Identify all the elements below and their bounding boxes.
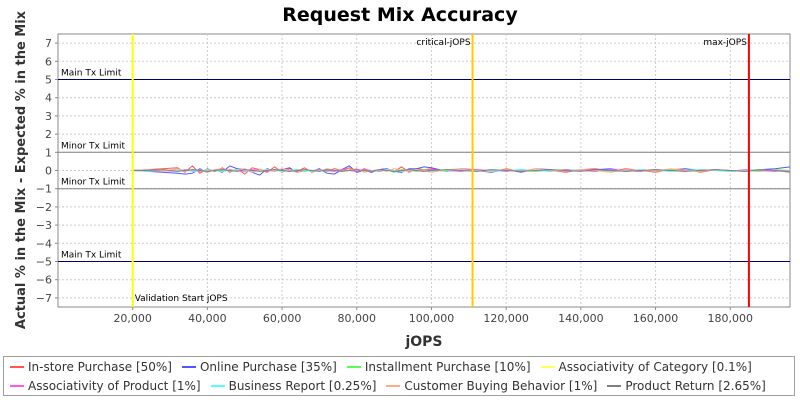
legend-row: In-store Purchase [50%] Online Purchase [… <box>4 357 794 376</box>
legend-item: Installment Purchase [10%] <box>346 359 531 374</box>
legend-swatch <box>607 384 622 387</box>
legend-label: Customer Buying Behavior [1%] <box>404 378 598 393</box>
marker-label: max-jOPS <box>703 38 747 48</box>
y-tick-label: −4 <box>36 237 52 250</box>
y-tick-label: −6 <box>36 274 52 287</box>
legend-swatch <box>181 365 196 368</box>
x-tick-label: 80,000 <box>338 312 377 325</box>
x-tick-label: 120,000 <box>483 312 529 325</box>
x-axis-ticks: 20,000 40,000 60,000 80,000 100,000 120,000 14… <box>113 307 753 325</box>
legend: In-store Purchase [50%] Online Purchase [… <box>3 356 795 396</box>
series-line <box>132 169 791 172</box>
limit-label: Main Tx Limit <box>61 69 122 79</box>
vertical-marker-lines: Validation Start jOPS critical-jOPS max-jO… <box>131 34 750 307</box>
x-tick-label: 100,000 <box>409 312 455 325</box>
legend-label: Associativity of Product [1%] <box>28 378 201 393</box>
y-tick-label: 7 <box>45 37 52 50</box>
y-tick-label: −1 <box>36 183 52 196</box>
legend-swatch <box>346 365 361 368</box>
legend-row: Associativity of Product [1%] Business Re… <box>4 376 794 395</box>
limit-label: Minor Tx Limit <box>61 178 126 188</box>
x-tick-label: 140,000 <box>558 312 604 325</box>
legend-item: Associativity of Category [0.1%] <box>540 359 752 374</box>
marker-label: critical-jOPS <box>416 38 470 48</box>
horizontal-limit-lines: Main Tx Limit Minor Tx Limit Minor Tx Limi… <box>58 69 790 262</box>
request-mix-chart: Request Mix Accuracy Main Tx Limit Minor … <box>14 4 791 350</box>
x-tick-label: 180,000 <box>707 312 753 325</box>
y-tick-label: 3 <box>45 110 52 123</box>
y-tick-label: 1 <box>45 146 52 159</box>
limit-label: Main Tx Limit <box>61 251 122 261</box>
y-tick-label: 0 <box>45 165 52 178</box>
marker-label: Validation Start jOPS <box>135 294 228 304</box>
y-tick-label: 5 <box>45 74 52 87</box>
legend-swatch <box>540 365 555 368</box>
data-series <box>132 165 791 176</box>
legend-item: Product Return [2.65%] <box>607 379 766 393</box>
limit-label: Minor Tx Limit <box>61 141 126 151</box>
legend-item: In-store Purchase [50%] <box>10 360 172 374</box>
legend-swatch <box>386 384 401 387</box>
y-tick-label: 4 <box>45 92 52 105</box>
legend-item: Online Purchase [35%] <box>181 359 337 374</box>
y-tick-label: −5 <box>36 256 52 269</box>
legend-label: Online Purchase [35%] <box>199 359 337 374</box>
legend-swatch <box>210 384 225 387</box>
y-axis-label: Actual % in the Mix - Expected % in the … <box>14 10 29 329</box>
x-tick-label: 160,000 <box>633 312 679 325</box>
x-tick-label: 20,000 <box>113 312 152 325</box>
y-tick-label: 2 <box>45 128 52 141</box>
legend-label: Associativity of Category [0.1%] <box>558 359 752 374</box>
legend-label: Product Return [2.65%] <box>625 378 766 393</box>
legend-item: Associativity of Product [1%] <box>10 379 201 393</box>
x-axis-label: jOPS <box>404 334 442 350</box>
x-tick-label: 60,000 <box>263 312 302 325</box>
y-axis-ticks: −7 −6 −5 −4 −3 −2 −1 0 1 2 3 4 5 6 7 <box>36 37 58 305</box>
legend-label: Installment Purchase [10%] <box>364 359 531 374</box>
legend-label: In-store Purchase [50%] <box>28 359 172 374</box>
legend-swatch <box>10 384 24 387</box>
chart-title: Request Mix Accuracy <box>282 4 518 26</box>
y-tick-label: −2 <box>36 201 52 214</box>
legend-swatch <box>10 365 24 368</box>
legend-label: Business Report [0.25%] <box>228 378 377 393</box>
legend-item: Customer Buying Behavior [1%] <box>386 379 597 393</box>
y-tick-label: −3 <box>36 219 52 232</box>
y-tick-label: −7 <box>36 292 52 305</box>
x-tick-label: 40,000 <box>188 312 227 325</box>
y-tick-label: 6 <box>45 55 52 68</box>
legend-item: Business Report [0.25%] <box>210 378 377 393</box>
